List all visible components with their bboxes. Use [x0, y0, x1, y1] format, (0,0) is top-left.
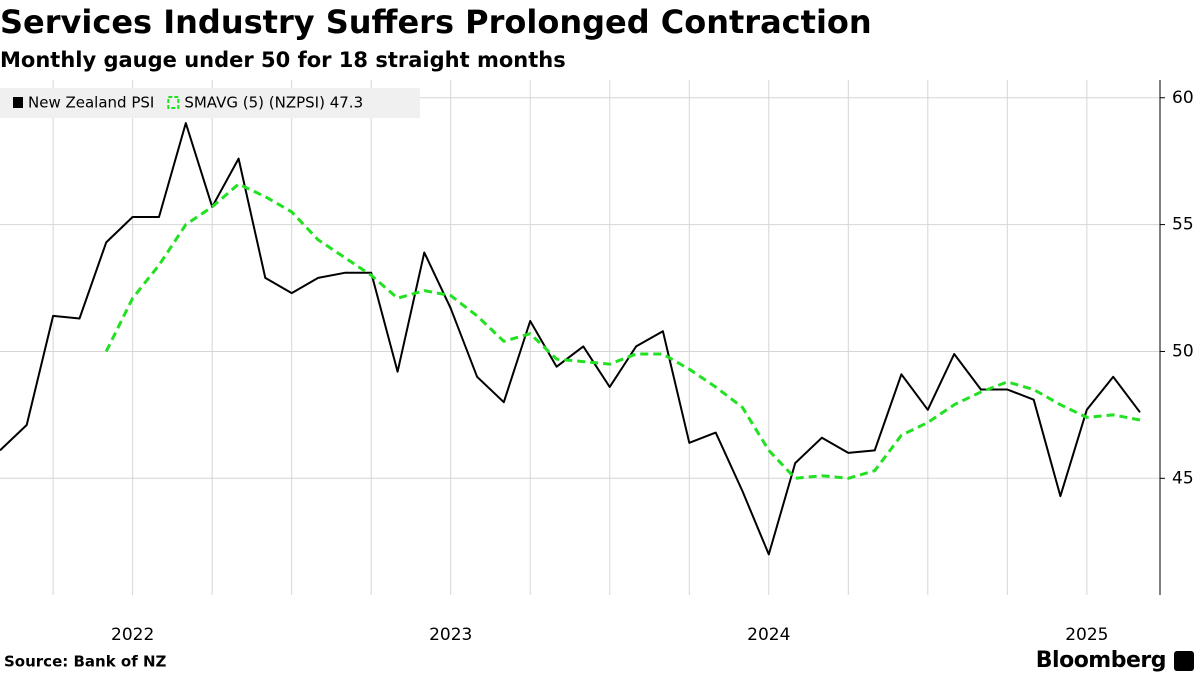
y-tick-label: 55	[1172, 215, 1194, 235]
x-tick-label: 2024	[747, 625, 790, 645]
chart-subtitle: Monthly gauge under 50 for 18 straight m…	[0, 48, 566, 72]
series-line	[0, 122, 1141, 556]
legend-label: SMAVG (5) (NZPSI) 47.3	[184, 94, 363, 112]
legend: New Zealand PSI SMAVG (5) (NZPSI) 47.3	[0, 88, 420, 118]
y-tick-label: 50	[1172, 341, 1194, 361]
x-tick-label: 2025	[1065, 625, 1108, 645]
source: Source: Bank of NZ	[4, 653, 167, 671]
x-tick-label: 2022	[111, 625, 154, 645]
legend-swatch	[13, 97, 23, 108]
legend-label: New Zealand PSI	[28, 94, 154, 112]
y-tick-label: 45	[1172, 468, 1194, 488]
legend-bg	[0, 88, 420, 118]
chart-title: Services Industry Suffers Prolonged Cont…	[0, 3, 872, 41]
brand: Bloomberg	[1036, 648, 1166, 673]
x-tick-label: 2023	[429, 625, 472, 645]
series-line	[104, 182, 1141, 480]
brand-icon	[1174, 651, 1194, 671]
legend-swatch	[167, 96, 180, 109]
y-tick-label: 60	[1172, 88, 1194, 108]
